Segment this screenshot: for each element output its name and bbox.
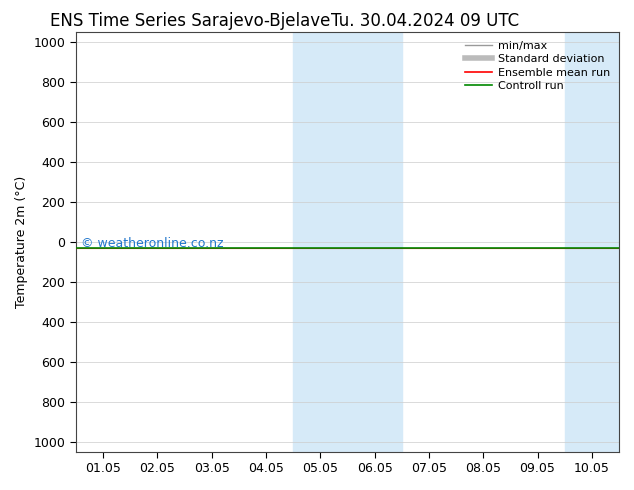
- Text: Tu. 30.04.2024 09 UTC: Tu. 30.04.2024 09 UTC: [331, 12, 519, 30]
- Text: ENS Time Series Sarajevo-Bjelave: ENS Time Series Sarajevo-Bjelave: [50, 12, 330, 30]
- Legend: min/max, Standard deviation, Ensemble mean run, Controll run: min/max, Standard deviation, Ensemble me…: [461, 38, 614, 95]
- Y-axis label: Temperature 2m (°C): Temperature 2m (°C): [15, 176, 28, 308]
- Text: © weatheronline.co.nz: © weatheronline.co.nz: [81, 238, 224, 250]
- Bar: [565, 32, 619, 452]
- Bar: [293, 32, 402, 452]
